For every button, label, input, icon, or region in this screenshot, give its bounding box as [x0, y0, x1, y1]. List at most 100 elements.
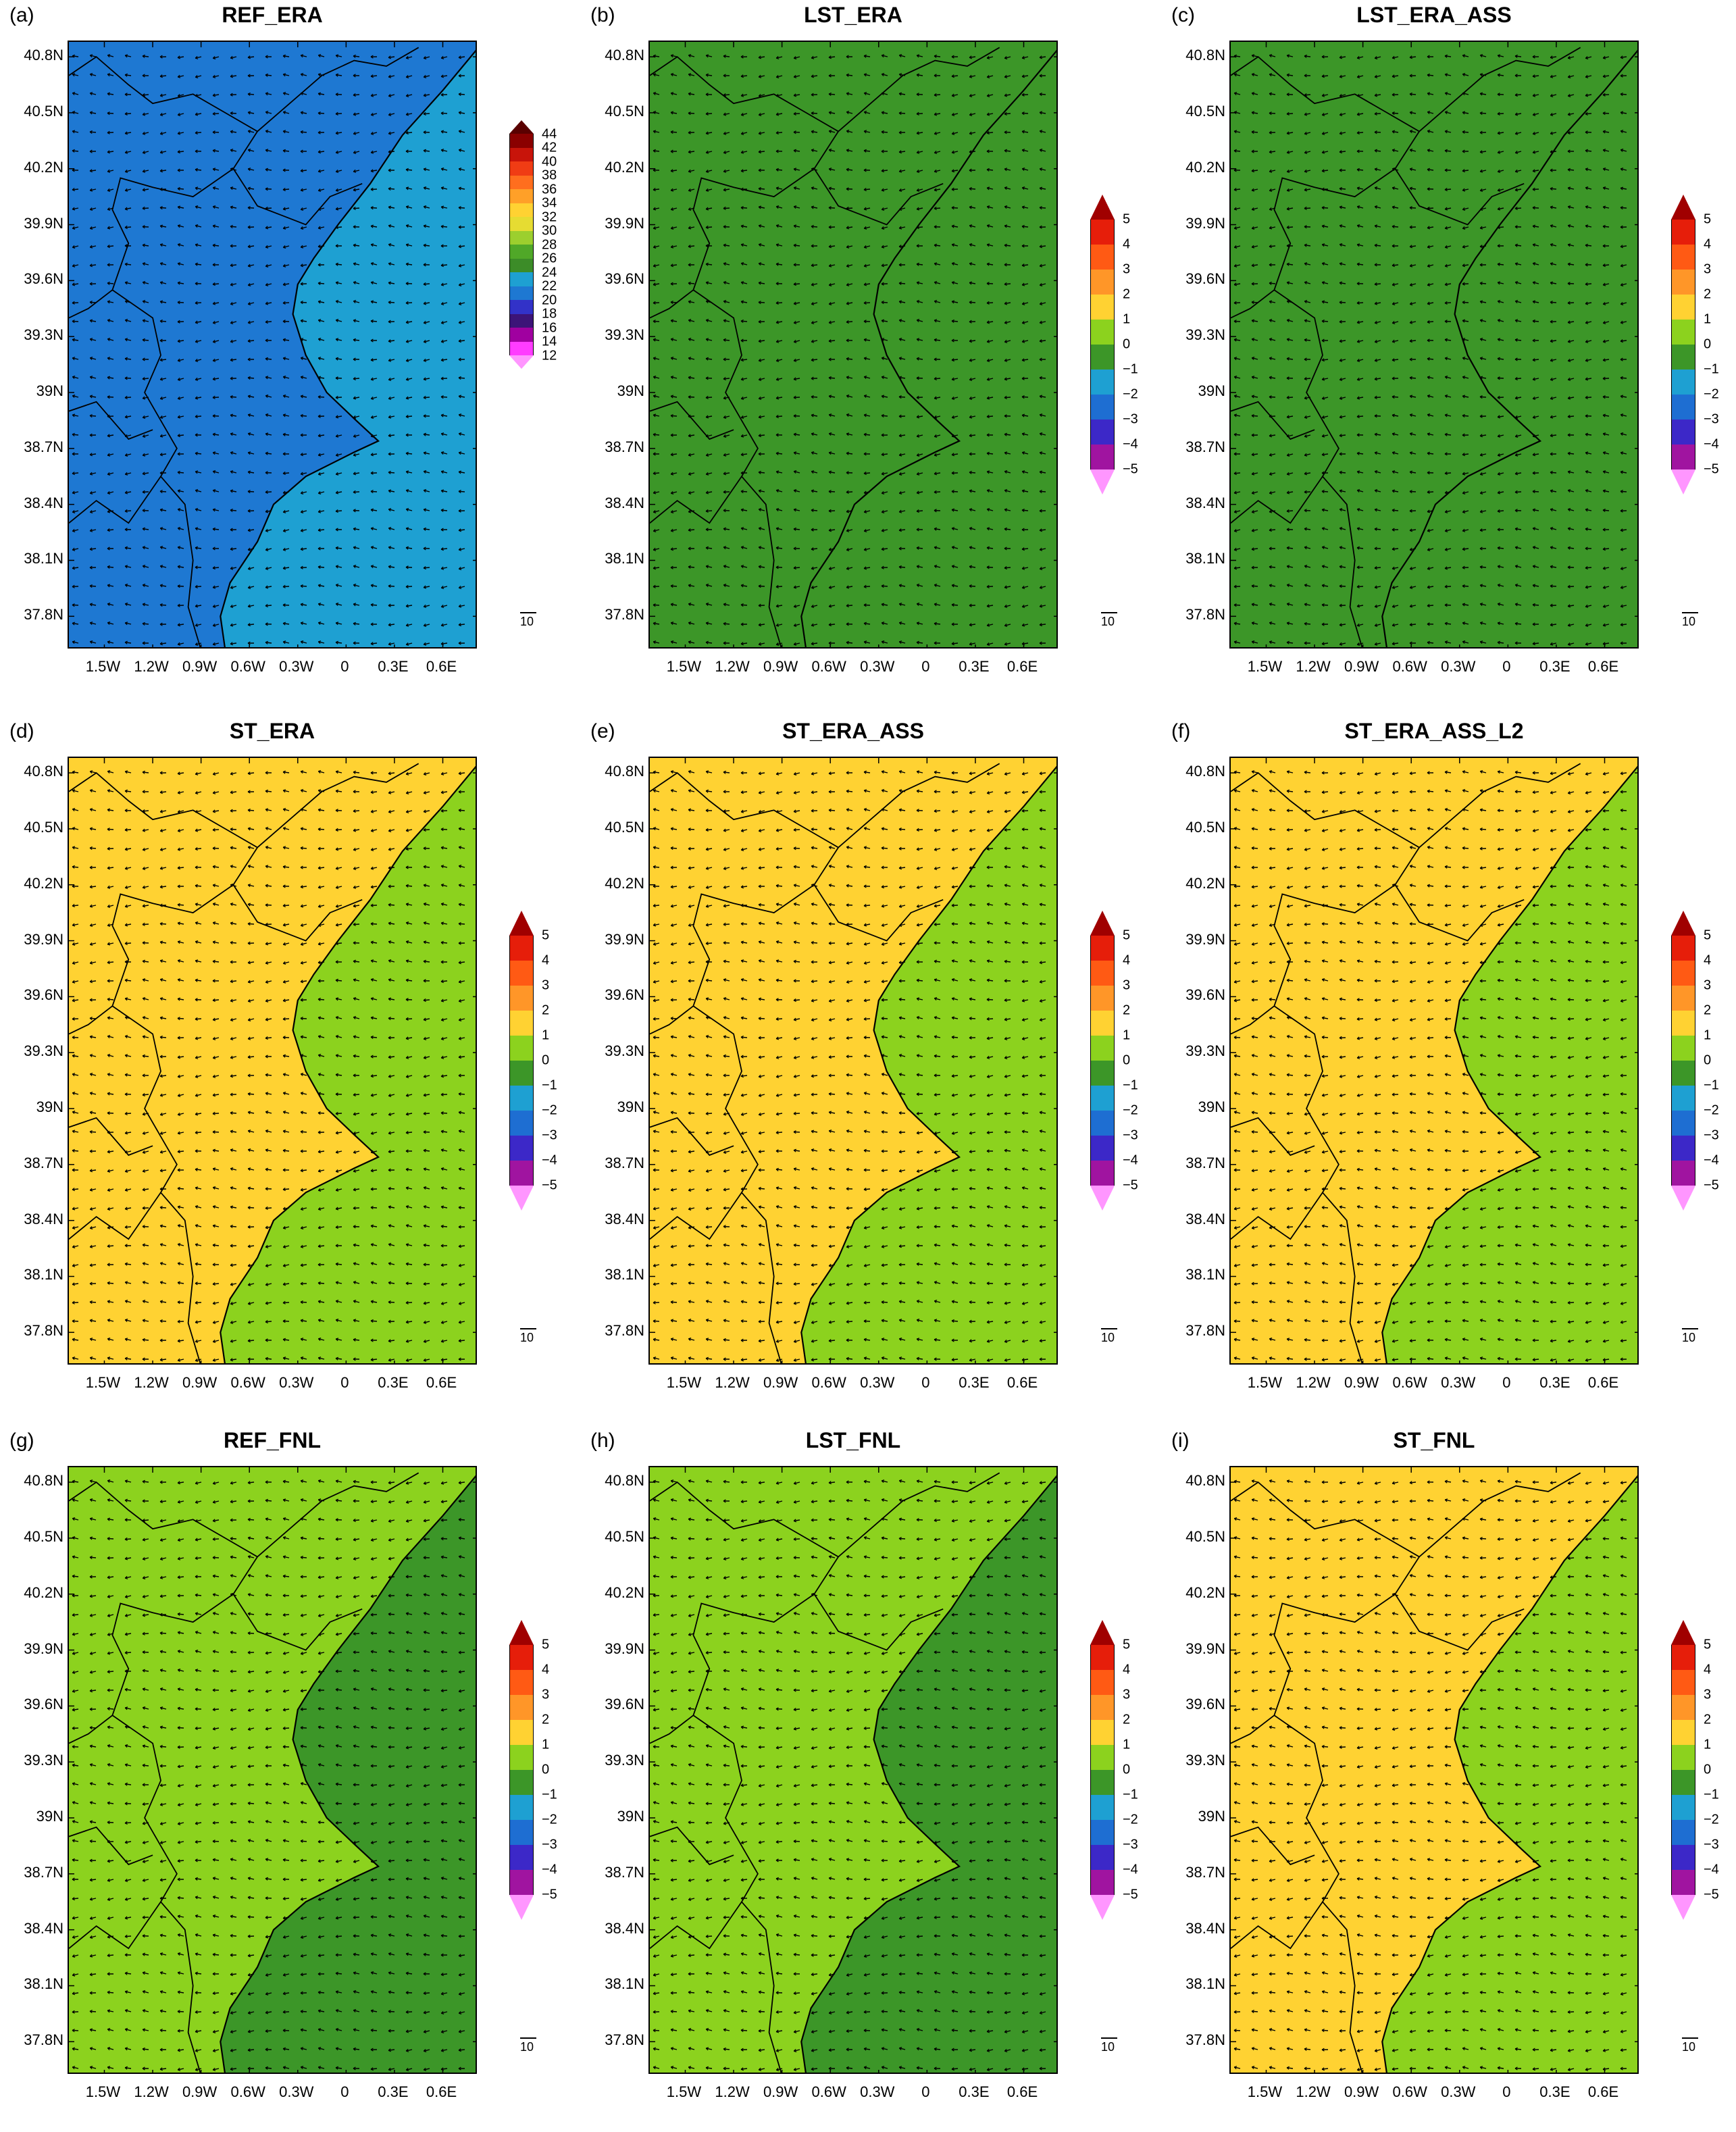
lat-tick-label: 38.4N [1185, 1920, 1225, 1937]
colorbar-cell [1671, 1720, 1695, 1745]
reference-vector-arrow [520, 2037, 536, 2039]
colorbar-cell [1671, 195, 1695, 220]
colorbar-label: 1 [1123, 1028, 1130, 1044]
colorbar-cell [1090, 1086, 1115, 1111]
reference-vector-label: 10 [1101, 1331, 1115, 1344]
lat-tick-label: 38.1N [24, 1975, 63, 1993]
lat-tick-label: 38.7N [24, 438, 63, 456]
lat-tick-label: 39.6N [605, 1696, 644, 1713]
lat-tick-label: 40.8N [24, 763, 63, 780]
map-area [68, 1466, 477, 2074]
colorbar-label: 3 [1123, 978, 1130, 994]
colorbar-label: −3 [542, 1837, 557, 1853]
colorbar-cell [1671, 1745, 1695, 1770]
colorbar-label: 4 [1704, 953, 1711, 969]
colorbar-label: −3 [1123, 1837, 1138, 1853]
colorbar-label: 2 [1704, 1712, 1711, 1728]
lon-tick-label: 0 [1502, 1374, 1510, 1392]
lon-tick-label: 0.9W [1344, 658, 1379, 676]
lon-tick-label: 0.3E [378, 658, 408, 676]
lat-tick-label: 40.8N [605, 1472, 644, 1490]
lon-tick-label: 0.6E [1588, 1374, 1618, 1392]
colorbar-cell [1090, 1870, 1115, 1895]
lon-tick-label: 0.3E [378, 2083, 408, 2101]
lat-tick-label: 38.1N [605, 1975, 644, 1993]
colorbar-label: 4 [1123, 237, 1130, 253]
lon-tick-label: 0.3E [1539, 2083, 1570, 2101]
reference-vector: 10 [1682, 2037, 1698, 2054]
colorbar-label: −2 [1704, 1812, 1719, 1828]
colorbar-cell [1090, 1011, 1115, 1036]
colorbar-cell [1090, 295, 1115, 320]
lat-tick-label: 38.1N [605, 1266, 644, 1284]
reference-vector-arrow [1682, 2037, 1698, 2039]
colorbar-label: −1 [542, 1078, 557, 1094]
lon-tick-label: 0 [1502, 2083, 1510, 2101]
lat-tick-label: 40.2N [1185, 159, 1225, 176]
colorbar-cell [509, 203, 534, 218]
lat-tick-label: 38.1N [1185, 1975, 1225, 1993]
lon-tick-label: 0.3W [279, 2083, 313, 2101]
colorbar-cell [1671, 1061, 1695, 1086]
colorbar-cell [1671, 345, 1695, 370]
colorbar-label: −4 [1123, 1862, 1138, 1878]
colorbar-label: −3 [1704, 412, 1719, 428]
lat-tick-label: 38.7N [605, 1864, 644, 1881]
colorbar-cell [1090, 220, 1115, 245]
colorbar-cell [1671, 1136, 1695, 1161]
lon-tick-label: 0.3E [378, 1374, 408, 1392]
lat-tick-label: 39.3N [605, 326, 644, 344]
lat-tick-label: 39.6N [24, 986, 63, 1004]
lat-tick-label: 39N [617, 382, 644, 400]
colorbar-label: 4 [1123, 1663, 1130, 1678]
lat-tick-label: 39.6N [605, 270, 644, 288]
panel-title: ST_ERA [68, 719, 477, 744]
map-area [68, 41, 477, 649]
colorbar-cell [1671, 1186, 1695, 1211]
lat-tick-label: 40.8N [605, 47, 644, 64]
colorbar-label: 3 [1704, 1687, 1711, 1703]
colorbar-cell [1090, 345, 1115, 370]
colorbar-label: −5 [1123, 462, 1138, 478]
lat-tick-label: 37.8N [1185, 2031, 1225, 2049]
colorbar-label: 5 [542, 1638, 549, 1653]
lat-tick-label: 40.5N [1185, 819, 1225, 836]
lon-tick-label: 1.5W [667, 658, 701, 676]
colorbar-cell [1671, 395, 1695, 420]
lat-tick-label: 39N [36, 1808, 63, 1825]
colorbar-cell [1090, 1745, 1115, 1770]
map-field [1231, 42, 1639, 649]
lon-tick-label: 0.6E [426, 2083, 457, 2101]
colorbar-cell [509, 245, 534, 259]
lon-tick-label: 0.3W [860, 658, 894, 676]
reference-vector-arrow [1682, 612, 1698, 613]
lat-tick-label: 38.7N [605, 1154, 644, 1172]
colorbar-cell [509, 1061, 534, 1086]
lon-tick-label: 0.3E [959, 1374, 989, 1392]
colorbar-label: 2 [1123, 1712, 1130, 1728]
lat-tick-label: 40.2N [605, 159, 644, 176]
lon-tick-label: 1.2W [1296, 1374, 1330, 1392]
lon-tick-label: 0.6W [1393, 2083, 1427, 2101]
lon-tick-label: 0.9W [182, 2083, 217, 2101]
lat-tick-label: 40.5N [1185, 103, 1225, 120]
lon-tick-label: 0.6W [231, 1374, 265, 1392]
lat-tick-label: 38.4N [605, 494, 644, 512]
colorbar-cell [509, 328, 534, 342]
colorbar-cell [1671, 1820, 1695, 1845]
colorbar-label: −5 [1123, 1178, 1138, 1194]
colorbar-label: −4 [542, 1862, 557, 1878]
colorbar-label: 2 [1123, 287, 1130, 303]
colorbar-cell [1671, 445, 1695, 469]
colorbar-label: −1 [1123, 1787, 1138, 1803]
colorbar-cell [509, 1036, 534, 1061]
colorbar-label: 2 [1123, 1003, 1130, 1019]
lat-tick-label: 39.3N [24, 326, 63, 344]
lon-tick-label: 0.6W [1393, 658, 1427, 676]
